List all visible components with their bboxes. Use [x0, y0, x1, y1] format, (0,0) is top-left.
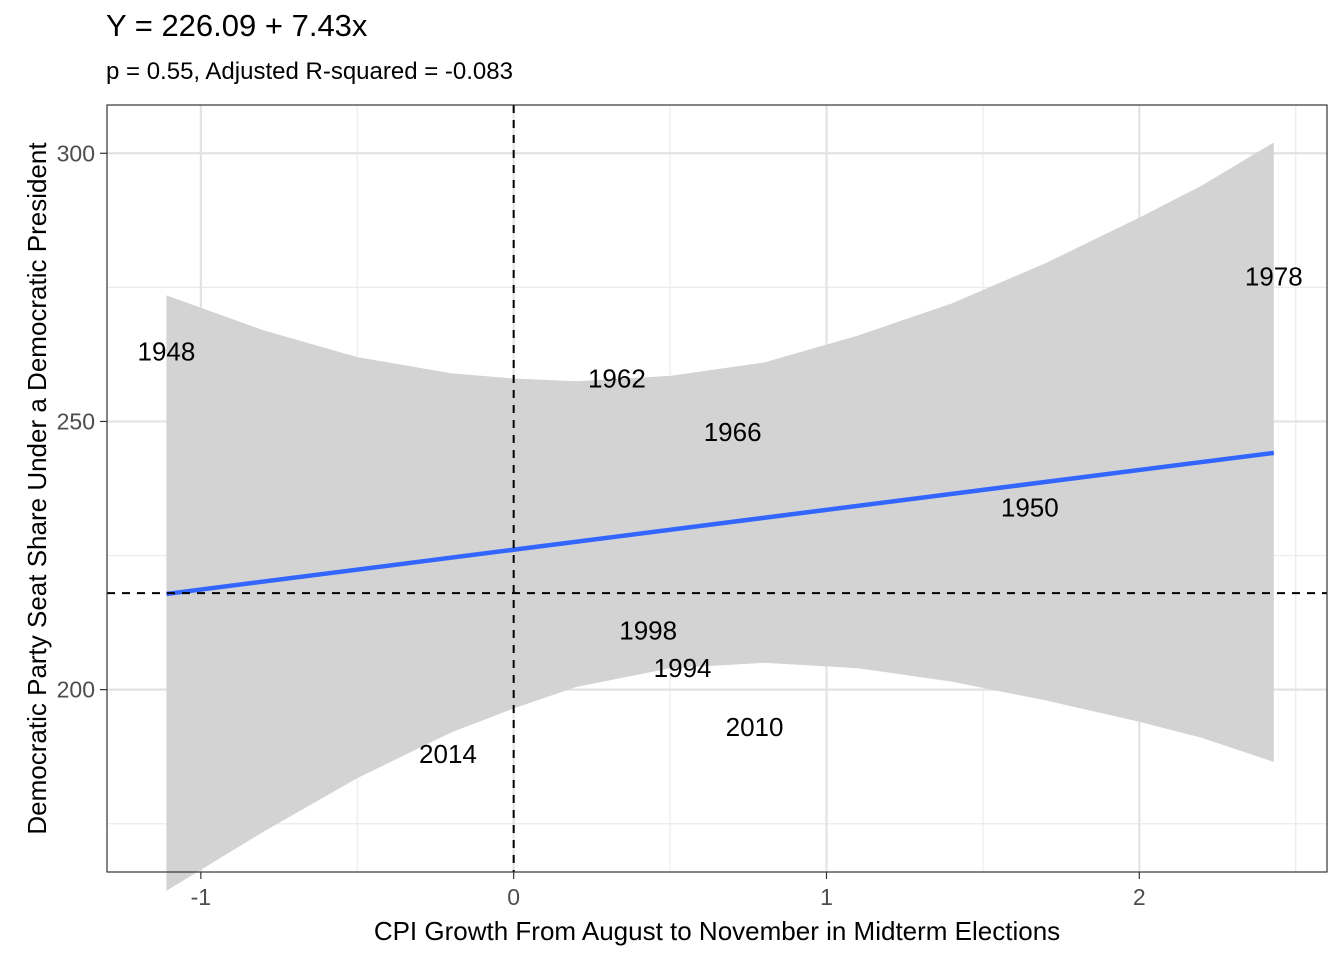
point-label: 2014 [419, 739, 477, 769]
point-label: 1998 [619, 616, 677, 646]
regression-line [166, 450, 1275, 597]
y-axis-ticks: 200 250 300 [57, 140, 107, 703]
point-label: 1948 [138, 337, 196, 367]
x-tick-label: 2 [1133, 884, 1146, 910]
x-axis-ticks: -1 0 1 2 [191, 872, 1146, 910]
panel-border [106, 104, 1328, 873]
y-tick-label: 200 [57, 677, 95, 703]
y-axis-label: Democratic Party Seat Share Under a Demo… [22, 142, 52, 835]
chart-subtitle: p = 0.55, Adjusted R-squared = -0.083 [106, 58, 513, 85]
point-label: 1994 [654, 653, 712, 683]
x-tick-label: 1 [820, 884, 833, 910]
point-label: 1962 [588, 364, 646, 394]
y-tick-label: 300 [57, 140, 95, 166]
x-tick-label: -1 [191, 884, 211, 910]
x-tick-label: 0 [507, 884, 520, 910]
reference-lines [107, 105, 1327, 872]
point-label: 2010 [726, 712, 784, 742]
fit-line-layer [166, 450, 1275, 597]
point-label: 1978 [1245, 262, 1303, 292]
confidence-band [166, 142, 1274, 891]
chart-title: Y = 226.09 + 7.43x [106, 8, 368, 43]
point-label: 1966 [704, 417, 762, 447]
point-label: 1950 [1001, 492, 1059, 522]
point-labels: 1948 1962 1966 1950 1978 1998 1994 2010 2014 [138, 262, 1303, 769]
x-axis-label: CPI Growth From August to November in Mi… [374, 916, 1060, 946]
y-tick-label: 250 [57, 408, 95, 434]
confidence-band-layer [166, 142, 1274, 891]
